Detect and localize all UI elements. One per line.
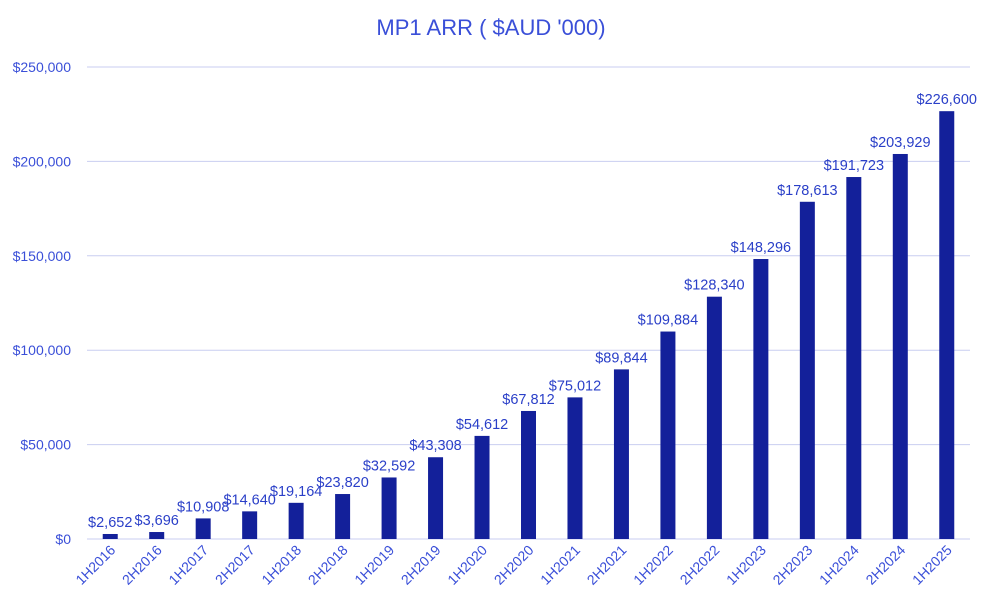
- bar: [846, 177, 862, 539]
- bar: [660, 331, 676, 539]
- data-label: $109,884: [638, 313, 698, 329]
- data-label: $14,640: [223, 492, 275, 508]
- y-tick-label: $150,000: [13, 248, 72, 264]
- data-label: $178,613: [777, 183, 837, 199]
- gridlines: [87, 66, 970, 540]
- bar: [335, 494, 351, 539]
- bar: [521, 410, 536, 539]
- x-tick-label: 2H2023: [769, 542, 815, 588]
- x-tick-label: 1H2023: [723, 542, 769, 588]
- data-label: $148,296: [731, 240, 791, 256]
- data-label: $203,929: [870, 135, 930, 151]
- data-label: $128,340: [684, 278, 744, 294]
- x-tick-label: 1H2024: [816, 542, 862, 588]
- bar: [892, 153, 908, 539]
- x-tick-label: 1H2025: [909, 542, 955, 588]
- x-tick-label: 1H2021: [537, 542, 583, 588]
- x-tick-label: 1H2018: [258, 542, 304, 588]
- data-label: $23,820: [316, 475, 368, 491]
- bar: [799, 201, 815, 539]
- bar: [428, 457, 444, 539]
- y-tick-label: $100,000: [13, 342, 72, 358]
- x-tick-label: 1H2020: [444, 542, 490, 588]
- data-label: $19,164: [270, 484, 322, 500]
- y-axis-ticks: $0 $50,000 $100,000 $150,000 $200,000 $250,00…: [13, 59, 72, 547]
- y-tick-label: $50,000: [20, 437, 71, 453]
- data-label: $3,696: [135, 513, 179, 529]
- data-label: $54,612: [456, 417, 508, 433]
- x-tick-label: 2H2021: [584, 542, 630, 588]
- x-tick-label: 1H2019: [351, 542, 397, 588]
- x-tick-label: 1H2016: [72, 542, 118, 588]
- x-tick-label: 2H2019: [398, 542, 444, 588]
- y-tick-label: $250,000: [13, 59, 72, 75]
- y-tick-label: $200,000: [13, 153, 72, 169]
- data-labels: $2,652 $3,696$10,908$14,640$19,164$23,820…: [88, 92, 977, 531]
- x-tick-label: 2H2022: [677, 542, 723, 588]
- bar: [195, 518, 211, 539]
- bar: [613, 369, 629, 539]
- bar: [288, 502, 304, 539]
- data-label: $43,308: [409, 438, 461, 454]
- bar: [474, 435, 490, 539]
- y-tick-label: $0: [55, 531, 71, 547]
- x-tick-label: 1H2022: [630, 542, 676, 588]
- data-label: $10,908: [177, 499, 229, 515]
- x-tick-label: 2H2018: [305, 542, 351, 588]
- bar: [753, 259, 769, 539]
- data-label: $226,600: [917, 92, 977, 108]
- bar: [381, 477, 397, 539]
- bar: [102, 533, 118, 539]
- bar: [567, 397, 583, 539]
- bar: [242, 511, 258, 539]
- data-label: $75,012: [549, 378, 601, 394]
- bars: [102, 111, 955, 539]
- x-tick-label: 1H2017: [165, 542, 211, 588]
- data-label: $32,592: [363, 458, 415, 474]
- x-axis-ticks: 1H2016 2H2016 1H2017 2H2017 1H2018 2H2018 1H20…: [72, 542, 955, 588]
- x-tick-label: 2H2024: [862, 542, 908, 588]
- chart-title: MP1 ARR ( $AUD '000): [376, 15, 605, 40]
- data-label: $191,723: [824, 158, 884, 174]
- data-label: $67,812: [502, 392, 554, 408]
- data-label: $2,652: [88, 515, 132, 531]
- data-label: $89,844: [595, 350, 647, 366]
- x-tick-label: 2H2020: [491, 542, 537, 588]
- bar: [149, 532, 165, 539]
- x-tick-label: 2H2017: [212, 542, 258, 588]
- bar: [706, 296, 722, 539]
- bar: [939, 111, 955, 539]
- x-tick-label: 2H2016: [119, 542, 165, 588]
